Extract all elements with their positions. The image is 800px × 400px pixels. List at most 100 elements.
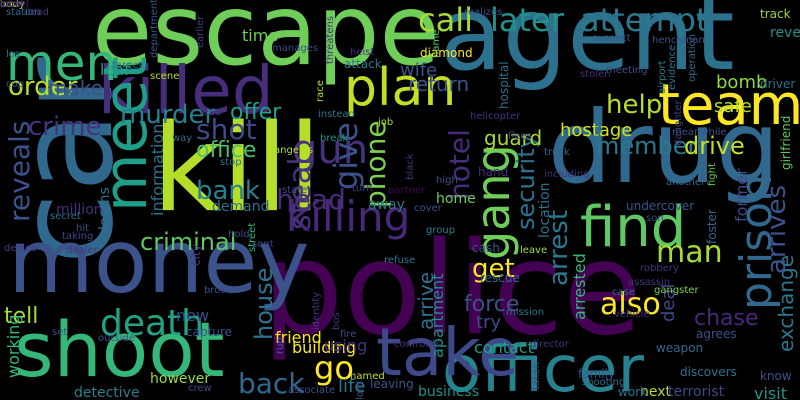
- word-cash: cash: [472, 241, 500, 255]
- word-device: device: [4, 243, 37, 254]
- word-head: head: [276, 183, 346, 216]
- word-location: location: [537, 182, 553, 238]
- word-hold: hold: [228, 229, 250, 240]
- word-friend: friend: [275, 328, 322, 347]
- word-working: working: [4, 314, 23, 378]
- word-killing: killing: [286, 192, 411, 241]
- word-station: station: [6, 7, 41, 18]
- word-crew: crew: [188, 383, 212, 394]
- word-drug: drug: [548, 89, 780, 206]
- word-robbery: robbery: [640, 263, 679, 274]
- word-hospital: hospital: [497, 61, 511, 109]
- word-men: men: [6, 34, 118, 92]
- word-hotel: hotel: [443, 129, 476, 200]
- word-contact: contact: [474, 338, 534, 357]
- word-tell: tell: [4, 304, 39, 329]
- word-outside: outside: [98, 333, 135, 344]
- word-local: local: [0, 0, 24, 10]
- word-arrested: arrested: [570, 253, 589, 320]
- word-reveals: reveals: [3, 120, 36, 222]
- word-find: find: [580, 195, 687, 260]
- word-track: track: [760, 7, 791, 21]
- word-family: family: [578, 367, 616, 381]
- word-los: los: [6, 49, 21, 60]
- word-shot: shot: [196, 113, 257, 146]
- word-leave: leave: [520, 245, 548, 256]
- word-man: man: [656, 235, 723, 270]
- word-including: including: [544, 169, 590, 180]
- word-taken: taken: [531, 362, 542, 390]
- word-attack: attack: [344, 57, 382, 71]
- word-way: way: [172, 133, 193, 144]
- word-flees: flees: [508, 131, 532, 142]
- word-plan: plan: [344, 58, 457, 118]
- word-criminal: criminal: [140, 228, 237, 256]
- word-foster: foster: [705, 209, 719, 244]
- word-drive: drive: [684, 132, 745, 160]
- word-killed: killed: [98, 52, 274, 129]
- word-cartel: cartel: [0, 0, 29, 10]
- word-lord: lord: [355, 380, 366, 400]
- word-phone: phone: [359, 120, 392, 208]
- word-mission: mission: [506, 307, 545, 318]
- word-partner: partner: [388, 185, 426, 196]
- word-break: break: [320, 133, 349, 144]
- word-detective: detective: [74, 385, 140, 400]
- word-stolen: stolen: [580, 69, 611, 80]
- word-money: money: [8, 210, 310, 313]
- word-using: using: [324, 336, 368, 355]
- word-next: next: [640, 384, 672, 400]
- word-brother: brother: [204, 285, 241, 296]
- word-diamond: diamond: [420, 46, 473, 60]
- word-wife: wife: [400, 60, 438, 81]
- word-arrives: arrives: [762, 184, 792, 274]
- word-information: information: [148, 123, 167, 216]
- word-capture: capture: [186, 325, 232, 339]
- word-know: know: [760, 369, 792, 383]
- word-director: director: [530, 339, 569, 350]
- word-away: away: [368, 197, 405, 213]
- word-revealed: revealed: [770, 25, 800, 41]
- word-sent: sent: [252, 239, 274, 250]
- word-lead: lead: [200, 107, 222, 118]
- word-evidence: evidence: [667, 44, 678, 90]
- word-dealer: dealer: [66, 245, 98, 256]
- word-associate: associate: [288, 385, 336, 396]
- word-henchman: henchman: [652, 35, 705, 46]
- word-several: several: [593, 115, 604, 152]
- word-police: police: [262, 215, 642, 364]
- word-identity: identity: [311, 291, 322, 330]
- word-former: former: [732, 168, 751, 222]
- word-leaf: leaf: [100, 60, 130, 79]
- word-building: building: [292, 338, 357, 357]
- word-angeles: angeles: [274, 145, 314, 156]
- word-life: life: [338, 376, 366, 397]
- word-manages: manages: [272, 43, 319, 54]
- word-fire: fire: [340, 329, 357, 340]
- word-discovers: discovers: [680, 365, 737, 379]
- word-confronts: confronts: [394, 339, 441, 350]
- word-secret: secret: [50, 211, 81, 222]
- word-terrorist: terrorist: [668, 384, 725, 400]
- word-gun: gun: [292, 127, 369, 173]
- word-department: department: [149, 0, 160, 58]
- word-order: order: [8, 72, 78, 102]
- word-target: target: [112, 60, 143, 71]
- word-member: member: [596, 132, 698, 160]
- word-meanwhile: meanwhile: [672, 127, 727, 138]
- word-undercover: undercover: [626, 199, 695, 213]
- word-hand: hand: [478, 165, 509, 179]
- word-force: force: [464, 292, 520, 317]
- word-learns: learns: [97, 187, 113, 230]
- word-return: return: [408, 72, 470, 96]
- word-meeting: meeting: [606, 65, 648, 76]
- word-truck: truck: [544, 147, 570, 158]
- word-dead: dead: [24, 7, 49, 18]
- word-later: later: [490, 1, 564, 39]
- word-run: run: [275, 337, 286, 354]
- word-offer: offer: [230, 100, 282, 125]
- word-turn: turn: [352, 183, 373, 194]
- word-murder: murder: [120, 100, 216, 130]
- word-also: also: [600, 287, 661, 322]
